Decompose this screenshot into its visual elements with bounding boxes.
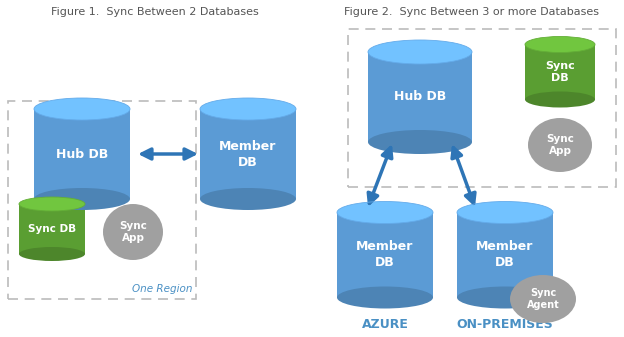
Ellipse shape [525, 92, 595, 108]
Text: Sync
DB: Sync DB [545, 61, 575, 83]
Text: Member
DB: Member DB [219, 140, 276, 168]
Ellipse shape [34, 188, 130, 210]
Text: Hub DB: Hub DB [56, 148, 108, 160]
Text: ON-PREMISES: ON-PREMISES [457, 318, 553, 332]
Ellipse shape [525, 36, 595, 53]
Polygon shape [337, 213, 433, 298]
Ellipse shape [34, 98, 130, 120]
Text: Sync
Agent: Sync Agent [527, 288, 559, 310]
Text: Figure 1.  Sync Between 2 Databases: Figure 1. Sync Between 2 Databases [51, 7, 259, 17]
Text: Sync DB: Sync DB [28, 224, 76, 234]
Text: One Region: One Region [132, 284, 192, 294]
Ellipse shape [528, 118, 592, 172]
Ellipse shape [103, 204, 163, 260]
Ellipse shape [457, 202, 553, 223]
Polygon shape [19, 204, 85, 254]
Text: Figure 2.  Sync Between 3 or more Databases: Figure 2. Sync Between 3 or more Databas… [344, 7, 600, 17]
Text: Sync
App: Sync App [546, 134, 574, 156]
Ellipse shape [457, 286, 553, 308]
Bar [348, 29, 616, 187]
Polygon shape [525, 44, 595, 99]
Ellipse shape [19, 197, 85, 211]
Ellipse shape [368, 40, 472, 64]
Text: Sync
App: Sync App [119, 221, 147, 243]
Ellipse shape [200, 188, 296, 210]
Ellipse shape [200, 98, 296, 120]
Polygon shape [457, 213, 553, 298]
Ellipse shape [510, 275, 576, 323]
Text: Member
DB: Member DB [476, 241, 534, 270]
Ellipse shape [337, 202, 433, 223]
Bar [8, 101, 196, 299]
Polygon shape [34, 109, 130, 199]
Polygon shape [200, 109, 296, 199]
Ellipse shape [19, 247, 85, 261]
Ellipse shape [337, 286, 433, 308]
Polygon shape [368, 52, 472, 142]
Text: Hub DB: Hub DB [394, 91, 446, 103]
Text: Member
DB: Member DB [356, 241, 414, 270]
Text: AZURE: AZURE [361, 318, 409, 332]
Ellipse shape [368, 130, 472, 154]
